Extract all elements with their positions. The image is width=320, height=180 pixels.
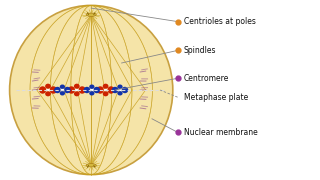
Ellipse shape xyxy=(86,164,96,167)
Ellipse shape xyxy=(117,91,123,96)
Ellipse shape xyxy=(89,84,94,89)
Ellipse shape xyxy=(60,84,65,89)
Text: Metaphase plate: Metaphase plate xyxy=(184,93,248,102)
Ellipse shape xyxy=(78,86,86,94)
Ellipse shape xyxy=(39,86,46,94)
Ellipse shape xyxy=(90,89,94,91)
Ellipse shape xyxy=(86,13,96,16)
Ellipse shape xyxy=(68,86,75,94)
Ellipse shape xyxy=(104,89,108,91)
Ellipse shape xyxy=(89,91,94,96)
Ellipse shape xyxy=(75,89,79,91)
Ellipse shape xyxy=(60,89,64,91)
Ellipse shape xyxy=(103,84,108,89)
Ellipse shape xyxy=(64,87,71,93)
Ellipse shape xyxy=(122,87,128,93)
Ellipse shape xyxy=(107,86,115,94)
Ellipse shape xyxy=(118,89,122,91)
Ellipse shape xyxy=(45,91,51,96)
Ellipse shape xyxy=(50,86,57,94)
Ellipse shape xyxy=(112,87,118,93)
Ellipse shape xyxy=(74,84,80,89)
Ellipse shape xyxy=(103,91,108,96)
Text: Centromere: Centromere xyxy=(184,74,229,83)
Ellipse shape xyxy=(74,91,80,96)
Ellipse shape xyxy=(60,91,65,96)
Text: Spindles: Spindles xyxy=(184,46,217,55)
Ellipse shape xyxy=(45,84,51,89)
Ellipse shape xyxy=(97,86,104,94)
Ellipse shape xyxy=(93,87,100,93)
Text: Centrioles at poles: Centrioles at poles xyxy=(184,17,256,26)
Ellipse shape xyxy=(84,87,90,93)
Text: Nuclear membrane: Nuclear membrane xyxy=(184,128,258,137)
Ellipse shape xyxy=(46,89,50,91)
Ellipse shape xyxy=(54,87,61,93)
Ellipse shape xyxy=(117,84,123,89)
Ellipse shape xyxy=(10,5,173,175)
